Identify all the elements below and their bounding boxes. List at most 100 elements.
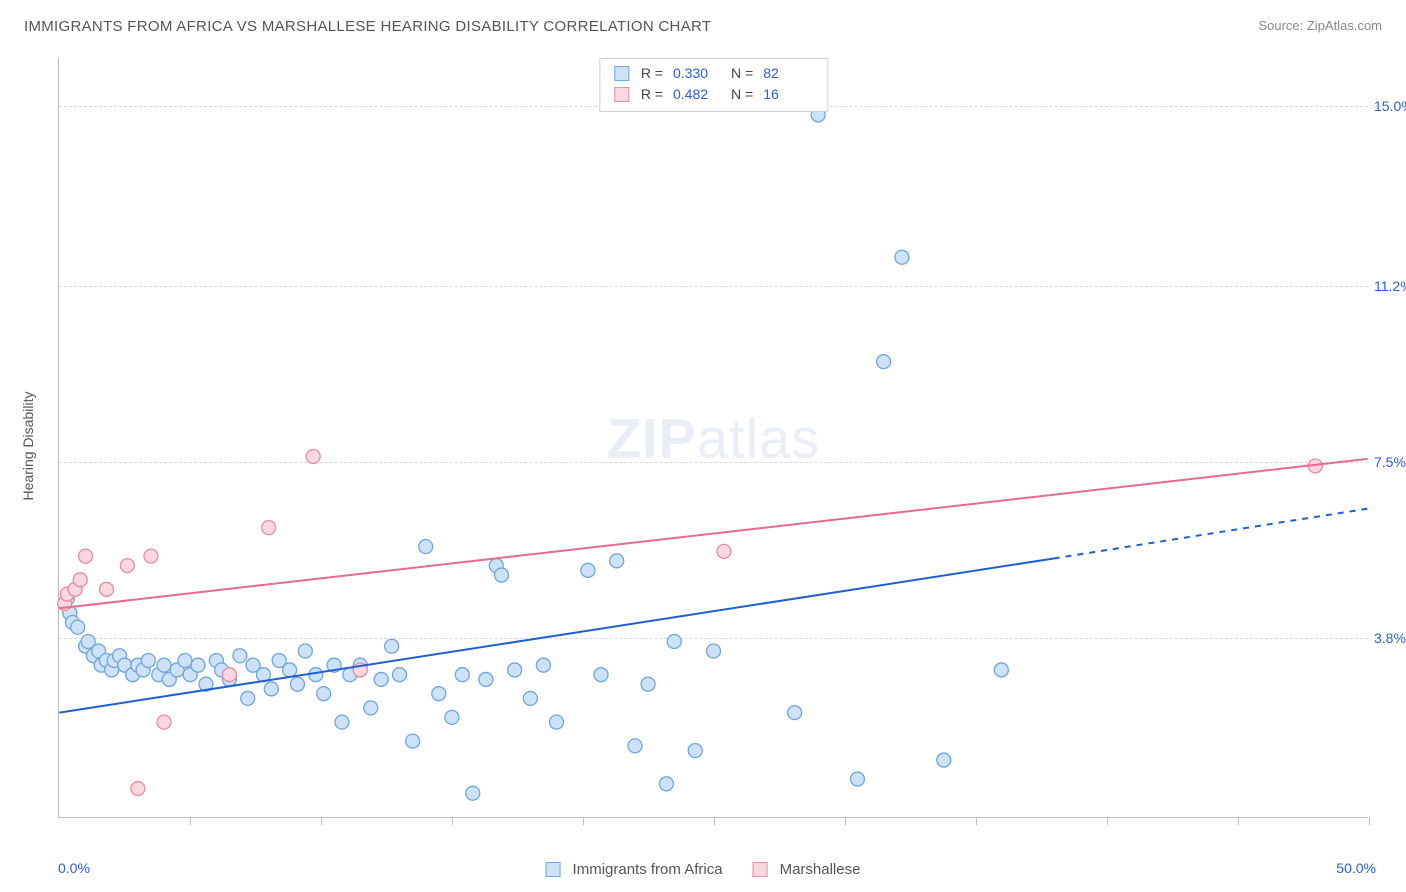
- scatter-point: [364, 701, 378, 715]
- scatter-point: [283, 663, 297, 677]
- stat-R-label: R =: [641, 84, 663, 105]
- scatter-point: [298, 644, 312, 658]
- stat-N-value: 82: [763, 63, 807, 84]
- scatter-point: [628, 739, 642, 753]
- legend-item: Marshallese: [753, 861, 861, 878]
- stat-N-label: N =: [731, 63, 753, 84]
- legend-label: Marshallese: [780, 861, 861, 878]
- scatter-point: [393, 668, 407, 682]
- scatter-point: [79, 549, 93, 563]
- scatter-point: [850, 772, 864, 786]
- x-tick: [1238, 817, 1239, 825]
- scatter-point: [306, 449, 320, 463]
- legend-swatch: [614, 87, 629, 102]
- scatter-point: [895, 250, 909, 264]
- trend-line: [59, 459, 1367, 608]
- x-axis-min-label: 0.0%: [58, 860, 90, 876]
- scatter-point: [290, 677, 304, 691]
- legend-item: Immigrants from Africa: [546, 861, 723, 878]
- scatter-point: [432, 687, 446, 701]
- scatter-point: [157, 658, 171, 672]
- trend-line-extrapolated: [1054, 509, 1368, 559]
- x-tick: [190, 817, 191, 825]
- x-tick: [1107, 817, 1108, 825]
- scatter-point: [385, 639, 399, 653]
- scatter-point: [659, 777, 673, 791]
- legend-swatch: [753, 862, 768, 877]
- y-tick-label: 15.0%: [1374, 98, 1406, 114]
- scatter-point: [374, 672, 388, 686]
- x-tick: [452, 817, 453, 825]
- scatter-point: [994, 663, 1008, 677]
- scatter-point: [317, 687, 331, 701]
- scatter-point: [717, 544, 731, 558]
- stats-legend-box: R = 0.330 N = 82 R = 0.482 N = 16: [599, 58, 828, 112]
- bottom-legend: Immigrants from Africa Marshallese: [546, 861, 861, 878]
- scatter-point: [419, 540, 433, 554]
- scatter-point: [550, 715, 564, 729]
- x-axis-max-label: 50.0%: [1336, 860, 1376, 876]
- stat-N-value: 16: [763, 84, 807, 105]
- scatter-point: [594, 668, 608, 682]
- trend-line: [59, 558, 1053, 712]
- stats-row: R = 0.330 N = 82: [614, 63, 813, 84]
- scatter-point: [131, 782, 145, 796]
- stat-N-label: N =: [731, 84, 753, 105]
- scatter-point: [222, 668, 236, 682]
- x-tick: [1369, 817, 1370, 825]
- scatter-point: [610, 554, 624, 568]
- scatter-point: [667, 634, 681, 648]
- scatter-point: [479, 672, 493, 686]
- scatter-point: [688, 744, 702, 758]
- x-tick: [976, 817, 977, 825]
- scatter-point: [707, 644, 721, 658]
- scatter-point: [455, 668, 469, 682]
- y-tick-label: 11.2%: [1374, 278, 1406, 294]
- scatter-point: [335, 715, 349, 729]
- x-tick: [321, 817, 322, 825]
- scatter-point: [581, 563, 595, 577]
- scatter-point: [73, 573, 87, 587]
- scatter-point: [406, 734, 420, 748]
- source-attribution: Source: ZipAtlas.com: [1258, 18, 1382, 33]
- scatter-point: [466, 786, 480, 800]
- scatter-point: [536, 658, 550, 672]
- scatter-point: [120, 559, 134, 573]
- scatter-point: [641, 677, 655, 691]
- x-tick: [714, 817, 715, 825]
- scatter-point: [264, 682, 278, 696]
- scatter-point: [233, 649, 247, 663]
- scatter-point: [157, 715, 171, 729]
- scatter-svg: [59, 58, 1368, 817]
- y-axis-title: Hearing Disability: [20, 392, 36, 501]
- scatter-point: [99, 582, 113, 596]
- legend-label: Immigrants from Africa: [573, 861, 723, 878]
- scatter-point: [241, 691, 255, 705]
- scatter-point: [523, 691, 537, 705]
- scatter-point: [445, 710, 459, 724]
- scatter-point: [191, 658, 205, 672]
- scatter-point: [877, 355, 891, 369]
- x-tick: [583, 817, 584, 825]
- stat-R-label: R =: [641, 63, 663, 84]
- stat-R-value: 0.330: [673, 63, 717, 84]
- scatter-point: [141, 653, 155, 667]
- plot-area: ZIPatlas 3.8%7.5%11.2%15.0% R =0.330N =8…: [58, 58, 1368, 818]
- y-tick-label: 3.8%: [1374, 630, 1406, 646]
- legend-swatch: [546, 862, 561, 877]
- scatter-point: [178, 653, 192, 667]
- stat-R-value: 0.482: [673, 84, 717, 105]
- scatter-point: [144, 549, 158, 563]
- chart-title: IMMIGRANTS FROM AFRICA VS MARSHALLESE HE…: [24, 18, 711, 35]
- y-tick-label: 7.5%: [1374, 454, 1406, 470]
- stats-row: R = 0.482 N = 16: [614, 84, 813, 105]
- scatter-point: [495, 568, 509, 582]
- scatter-point: [788, 706, 802, 720]
- scatter-point: [71, 620, 85, 634]
- x-tick: [845, 817, 846, 825]
- scatter-point: [309, 668, 323, 682]
- legend-swatch: [614, 66, 629, 81]
- scatter-point: [937, 753, 951, 767]
- scatter-point: [508, 663, 522, 677]
- scatter-point: [262, 521, 276, 535]
